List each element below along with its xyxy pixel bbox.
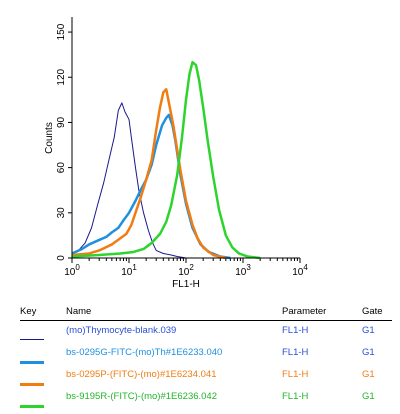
y-tick-label: 90 [56, 116, 67, 128]
legend-header-name: Name [66, 306, 92, 317]
y-tick-label: 120 [56, 68, 67, 85]
legend-row: bs-0295G-FITC-(mo)Th#1E6233.040 FL1-H G1 [20, 347, 392, 369]
legend-header-key: Key [20, 306, 37, 317]
series-line-2 [71, 88, 227, 260]
axis-ticks: 0 30 60 90 120 150 100 101 102 103 104 [56, 23, 308, 278]
legend-key-swatch [20, 339, 44, 340]
legend-gate: G1 [362, 391, 375, 402]
legend-table: Key Name Parameter Gate (mo)Thymocyte-bl… [20, 306, 392, 413]
series-line-3 [71, 60, 261, 260]
legend-parameter: FL1-H [282, 347, 309, 358]
x-tick-label: 100 [64, 263, 80, 278]
y-axis-label: Counts [44, 122, 55, 154]
legend-parameter: FL1-H [282, 391, 309, 402]
legend-parameter: FL1-H [282, 369, 309, 380]
y-tick-label: 150 [56, 23, 67, 40]
legend-series-name: bs-9195R-(FITC)-(mo)#1E6236.042 [66, 391, 218, 402]
series-layer [71, 60, 261, 260]
legend-key-swatch [20, 361, 44, 364]
legend-series-name: bs-0295G-FITC-(mo)Th#1E6233.040 [66, 347, 223, 358]
y-tick-label: 0 [56, 255, 67, 261]
x-tick-label: 102 [178, 263, 194, 278]
legend-row: bs-0295P-(FITC)-(mo)#1E6234.041 FL1-H G1 [20, 369, 392, 391]
legend-gate: G1 [362, 325, 375, 336]
legend-header-row: Key Name Parameter Gate [20, 306, 392, 321]
x-axis-label: FL1-H [172, 279, 200, 290]
legend-row: (mo)Thymocyte-blank.039 FL1-H G1 [20, 325, 392, 347]
y-tick-label: 60 [56, 162, 67, 174]
legend-parameter: FL1-H [282, 325, 309, 336]
series-line-0 [71, 102, 187, 259]
legend-gate: G1 [362, 369, 375, 380]
legend-key-swatch [20, 383, 44, 386]
x-tick-label: 103 [235, 263, 251, 278]
legend-series-name: (mo)Thymocyte-blank.039 [66, 325, 177, 336]
legend-header-parameter: Parameter [282, 306, 327, 317]
legend-gate: G1 [362, 347, 375, 358]
legend-series-name: bs-0295P-(FITC)-(mo)#1E6234.041 [66, 369, 217, 380]
legend-row: bs-9195R-(FITC)-(mo)#1E6236.042 FL1-H G1 [20, 391, 392, 413]
x-tick-label: 104 [292, 263, 308, 278]
histogram-plot: 0 30 60 90 120 150 100 101 102 103 104 Counts FL1-… [44, 17, 308, 290]
x-tick-label: 101 [121, 263, 137, 278]
legend-key-swatch [20, 405, 44, 408]
y-tick-label: 30 [56, 207, 67, 219]
legend-header-gate: Gate [362, 306, 383, 317]
